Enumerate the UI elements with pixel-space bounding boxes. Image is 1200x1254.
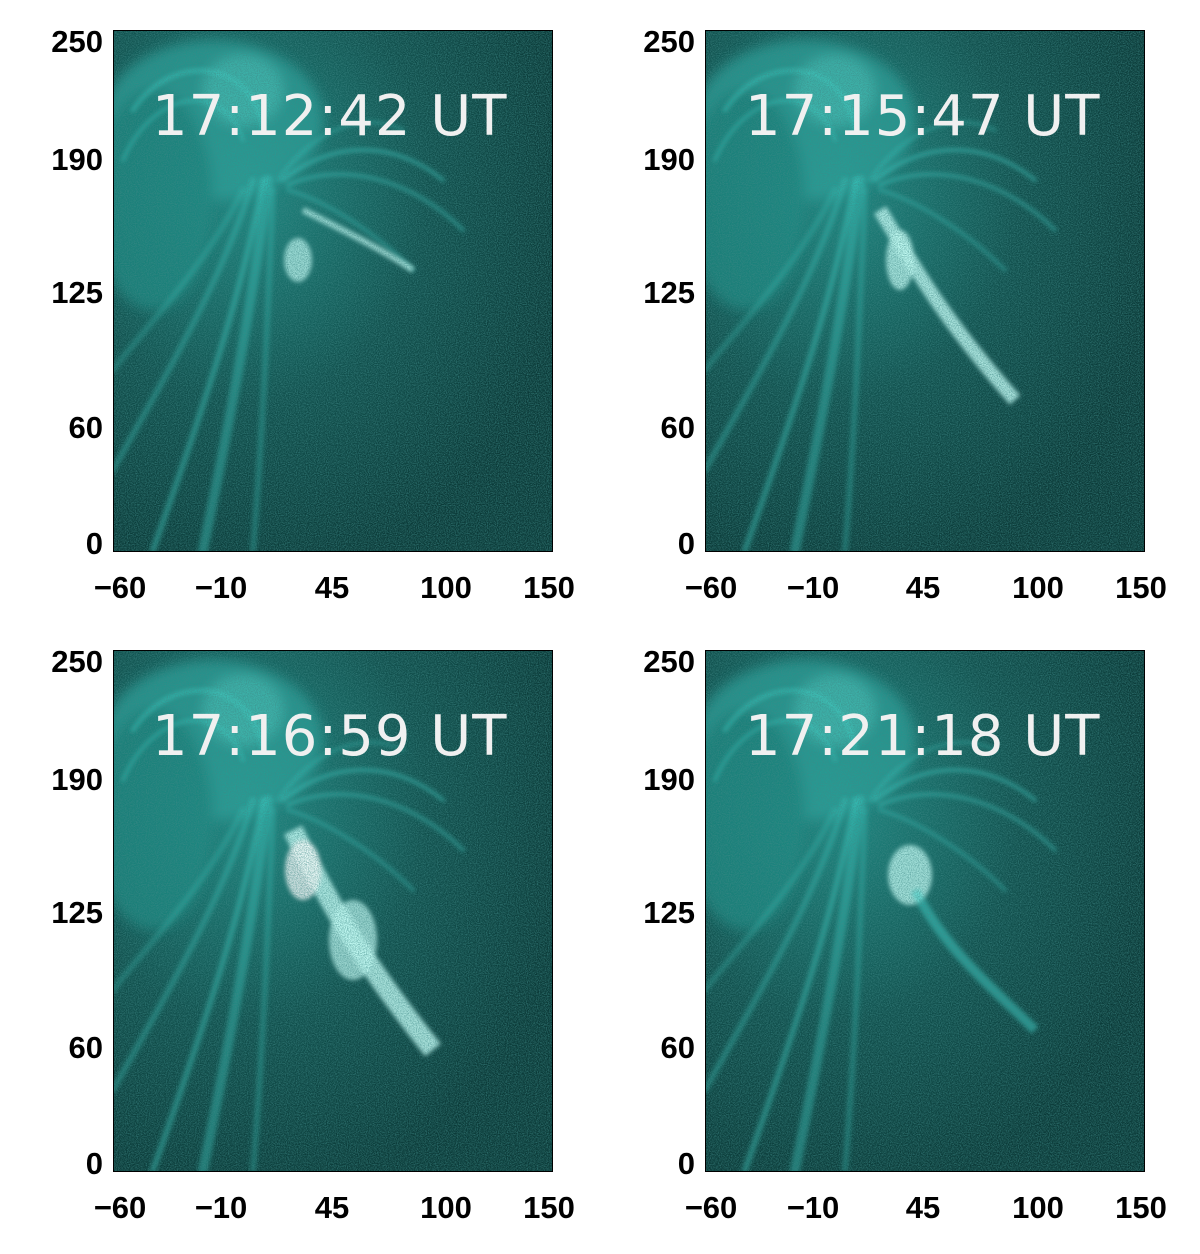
- y-tick: 0: [677, 526, 695, 561]
- y-tick: 190: [643, 762, 695, 797]
- panel-3: 17:16:59 UT 250 190 125 60 0 −60 −10 45 …: [0, 620, 600, 1254]
- timestamp-label: 17:21:18 UT: [745, 704, 1101, 769]
- x-tick: 150: [1115, 570, 1167, 605]
- x-tick: −60: [684, 1190, 738, 1225]
- x-tick: 100: [420, 570, 472, 605]
- x-tick: 45: [905, 1190, 941, 1225]
- x-tick: 45: [314, 1190, 350, 1225]
- x-tick: 100: [1012, 570, 1064, 605]
- panel-1: 17:12:42 UT 250 190 125 60 0 −60 −10 45 …: [0, 0, 600, 627]
- x-tick: 150: [1115, 1190, 1167, 1225]
- y-tick: 0: [677, 1146, 695, 1181]
- panel-2: 17:15:47 UT 250 190 125 60 0 −60 −10 45 …: [600, 0, 1200, 627]
- x-tick: 150: [523, 570, 575, 605]
- euv-image: [705, 30, 1145, 552]
- y-tick: 125: [51, 275, 103, 310]
- x-tick: 150: [523, 1190, 575, 1225]
- x-tick: −60: [93, 1190, 147, 1225]
- y-tick: 0: [85, 1146, 103, 1181]
- x-tick: 45: [905, 570, 941, 605]
- euv-image: [113, 650, 553, 1172]
- y-tick: 0: [85, 526, 103, 561]
- x-tick: −10: [786, 1190, 840, 1225]
- y-tick: 60: [68, 410, 103, 445]
- y-tick: 250: [643, 24, 695, 59]
- y-tick: 60: [68, 1030, 103, 1065]
- x-tick: 100: [1012, 1190, 1064, 1225]
- y-tick: 190: [51, 762, 103, 797]
- x-tick: −10: [194, 570, 248, 605]
- timestamp-label: 17:16:59 UT: [152, 704, 508, 769]
- y-tick: 60: [660, 410, 695, 445]
- y-tick: 125: [51, 895, 103, 930]
- x-tick: −60: [684, 570, 738, 605]
- y-tick: 190: [643, 142, 695, 177]
- y-tick: 125: [643, 895, 695, 930]
- x-tick: 100: [420, 1190, 472, 1225]
- x-tick: 45: [314, 570, 350, 605]
- x-tick: −10: [194, 1190, 248, 1225]
- y-tick: 250: [51, 644, 103, 679]
- euv-image: [113, 30, 553, 552]
- timestamp-label: 17:12:42 UT: [152, 84, 508, 149]
- y-tick: 60: [660, 1030, 695, 1065]
- y-tick: 190: [51, 142, 103, 177]
- x-tick: −10: [786, 570, 840, 605]
- timestamp-label: 17:15:47 UT: [745, 84, 1101, 149]
- y-tick: 250: [643, 644, 695, 679]
- y-tick: 250: [51, 24, 103, 59]
- y-tick: 125: [643, 275, 695, 310]
- panel-4: 17:21:18 UT 250 190 125 60 0 −60 −10 45 …: [600, 620, 1200, 1254]
- x-tick: −60: [93, 570, 147, 605]
- euv-image: [705, 650, 1145, 1172]
